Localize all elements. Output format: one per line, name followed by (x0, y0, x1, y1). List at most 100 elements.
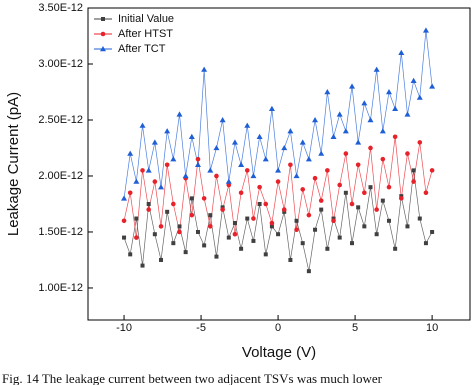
data-point (201, 66, 208, 72)
x-tick-label: 5 (352, 322, 358, 334)
y-tick-label: 3.00E-12 (38, 58, 83, 70)
data-point (422, 27, 429, 33)
data-point (164, 128, 171, 134)
data-point (244, 122, 251, 128)
data-point (225, 178, 232, 184)
data-point (356, 205, 361, 210)
data-point (386, 184, 392, 190)
data-point (208, 213, 213, 218)
data-point (281, 207, 287, 212)
x-axis-label: Voltage (V) (242, 344, 316, 361)
data-point (373, 66, 380, 72)
data-point (189, 196, 194, 201)
data-point (429, 168, 435, 173)
legend-label: Initial Value (118, 13, 174, 25)
y-tick-label: 1.50E-12 (38, 226, 83, 238)
data-point (195, 229, 200, 234)
data-point (313, 227, 318, 232)
data-point (362, 190, 367, 196)
data-point (201, 196, 207, 201)
data-point (349, 201, 355, 207)
data-point (140, 168, 145, 173)
data-point (423, 241, 428, 246)
data-point (385, 88, 392, 95)
data-point (134, 216, 139, 221)
data-point (417, 216, 422, 221)
data-point (177, 229, 182, 235)
data-point (238, 161, 245, 167)
data-point (244, 168, 250, 173)
data-point (294, 218, 299, 223)
data-point (404, 111, 411, 117)
legend-marker (101, 17, 105, 21)
data-point (245, 216, 250, 221)
data-point (337, 235, 342, 240)
data-point (239, 246, 244, 251)
data-point (342, 128, 349, 134)
data-point (269, 220, 275, 226)
data-point (423, 190, 429, 196)
data-point (195, 156, 201, 162)
legend-marker (100, 46, 106, 52)
data-point (146, 201, 151, 206)
x-tick-label: 0 (275, 322, 281, 334)
data-point (263, 201, 269, 207)
data-point (430, 229, 435, 234)
data-point (262, 156, 269, 162)
data-point (232, 231, 238, 237)
data-point (380, 156, 386, 162)
data-point (176, 111, 183, 117)
data-point (214, 254, 219, 259)
data-point (140, 263, 145, 268)
y-tick-label: 2.50E-12 (38, 114, 83, 126)
data-point (287, 128, 294, 134)
data-point (405, 224, 410, 229)
data-point (281, 144, 288, 151)
data-point (374, 207, 379, 212)
data-point (362, 224, 367, 229)
data-point (294, 227, 299, 233)
data-point (293, 172, 300, 179)
data-point (393, 246, 398, 251)
data-point (226, 235, 231, 240)
data-point (306, 212, 312, 218)
data-point (288, 257, 293, 262)
data-point (257, 201, 262, 206)
data-point (268, 105, 275, 111)
legend-label: After TCT (118, 43, 166, 55)
data-point (146, 207, 151, 212)
data-point (355, 162, 361, 168)
x-tick-label: 10 (426, 322, 438, 334)
data-point (368, 145, 373, 151)
data-point (151, 139, 158, 145)
data-point (145, 167, 152, 173)
data-point (330, 133, 337, 139)
data-point (226, 182, 232, 188)
data-point (380, 198, 385, 203)
data-point (134, 235, 139, 240)
data-point (213, 144, 220, 151)
data-point (367, 116, 374, 123)
data-point (121, 218, 127, 224)
legend-label: After HTST (118, 28, 173, 40)
data-point (392, 134, 398, 140)
data-point (275, 167, 282, 173)
data-point (158, 224, 164, 229)
data-point (202, 243, 207, 248)
data-point (312, 116, 319, 123)
data-point (361, 100, 368, 106)
y-axis-label: Leakage Current (pA) (5, 92, 22, 236)
data-point (275, 179, 281, 184)
plot-frame (87, 7, 471, 321)
data-point (331, 218, 336, 224)
y-tick-label: 3.50E-12 (38, 2, 83, 14)
data-point (336, 111, 343, 117)
data-point (207, 167, 214, 173)
data-point (257, 184, 262, 190)
data-point (398, 49, 405, 55)
data-point (152, 232, 157, 237)
data-point (386, 218, 391, 223)
data-point (170, 156, 177, 162)
data-point (411, 168, 416, 173)
